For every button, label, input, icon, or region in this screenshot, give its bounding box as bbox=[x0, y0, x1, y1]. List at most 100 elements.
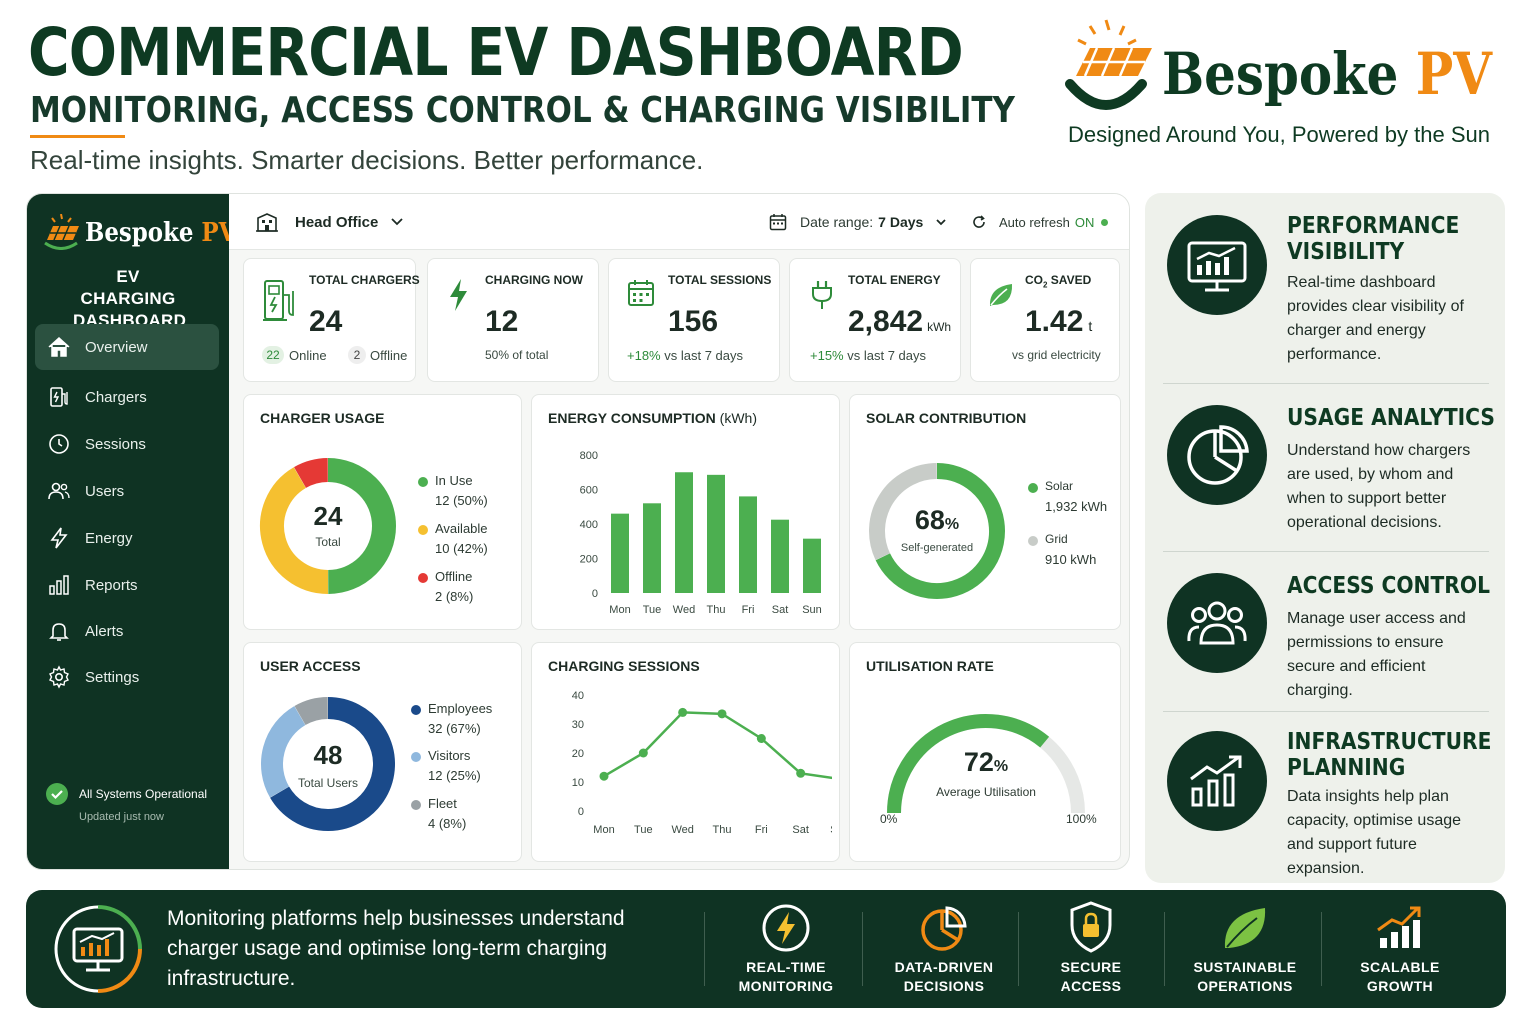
gauge-value: 72% bbox=[963, 747, 1009, 777]
kpi-total-chargers[interactable]: TOTAL CHARGERS 24 22 Online 2 Offline bbox=[243, 258, 420, 382]
sidebar-item-sessions[interactable]: Sessions bbox=[35, 421, 219, 467]
x-tick-label: Fri bbox=[742, 604, 755, 616]
monitor-chart-icon bbox=[1187, 241, 1247, 292]
sidebar-item-alerts[interactable]: Alerts bbox=[35, 608, 219, 654]
donut-center-value: 24 bbox=[313, 501, 343, 531]
feature-icon-bg bbox=[1167, 573, 1267, 673]
point-fri bbox=[756, 734, 766, 743]
x-tick-label: Fri bbox=[755, 824, 768, 836]
kpi-total-energy[interactable]: TOTAL ENERGY 2,842 kWh +15% vs last 7 day… bbox=[789, 258, 961, 382]
feature-icon-bg bbox=[1167, 215, 1267, 315]
card-title: CHARGER USAGE bbox=[260, 410, 385, 426]
point-sat bbox=[796, 768, 806, 778]
sidebar-item-reports[interactable]: Reports bbox=[35, 562, 219, 608]
sidebar-item-settings[interactable]: Settings bbox=[35, 654, 219, 700]
kpi-sub: vs last 7 days bbox=[847, 348, 927, 363]
chevron-down-icon bbox=[391, 218, 403, 226]
date-range-value: 7 Days bbox=[878, 214, 924, 230]
brand-logo: Bespoke PV Designed Around You, Powered … bbox=[1062, 18, 1502, 168]
legend-swatch bbox=[418, 477, 428, 487]
x-tick-label: Sun bbox=[830, 824, 832, 836]
kpi-value: 12 bbox=[485, 305, 519, 338]
legend-swatch bbox=[418, 525, 428, 535]
y-tick-label: 400 bbox=[580, 519, 598, 531]
page-header: COMMERCIAL EV DASHBOARD MONITORING, ACCE… bbox=[0, 0, 1536, 190]
kpi-label: TOTAL CHARGERS bbox=[309, 273, 420, 287]
charger-icon bbox=[263, 280, 294, 321]
sidebar-title: EV CHARGING DASHBOARD bbox=[73, 267, 187, 330]
x-tick-label: Thu bbox=[707, 604, 726, 616]
y-tick-label: 200 bbox=[580, 554, 598, 566]
kpi-charging-now[interactable]: CHARGING NOW 12 50% of total bbox=[427, 258, 599, 382]
status-text: All Systems Operational bbox=[79, 787, 208, 801]
usage-slice-available bbox=[260, 467, 329, 594]
divider bbox=[1163, 711, 1489, 712]
sidebar-item-energy[interactable]: Energy bbox=[35, 515, 219, 561]
charging-sessions-card: CHARGING SESSIONS 0 10 20 30 40 Mon Tue Wed Thu F… bbox=[531, 642, 840, 862]
auto-refresh-label: Auto refresh bbox=[999, 214, 1070, 230]
divider bbox=[1018, 912, 1019, 986]
point-tue bbox=[638, 748, 648, 758]
system-status: All Systems Operational Updated just now bbox=[45, 782, 207, 823]
auto-refresh-state: ON bbox=[1074, 214, 1095, 230]
x-tick-label: Sun bbox=[802, 604, 822, 616]
kpi-label: CO2 SAVED bbox=[1025, 273, 1092, 290]
legend-swatch bbox=[1028, 536, 1038, 546]
footer-item-data-driven-decisions: DATA-DRIVEN DECISIONS bbox=[876, 890, 1012, 1008]
sidebar-item-label: Energy bbox=[85, 529, 133, 547]
solar-slice-grid bbox=[869, 463, 938, 561]
clock-icon bbox=[49, 434, 69, 454]
kpi-label: TOTAL SESSIONS bbox=[668, 273, 772, 287]
sidebar-logo: Bespoke PV bbox=[43, 214, 236, 254]
user-access-card: USER ACCESS 48 Total Users Employees 32 (… bbox=[243, 642, 522, 862]
usage-slice-in-use bbox=[327, 457, 397, 594]
feature-body: Understand how chargers are used, by who… bbox=[1287, 442, 1471, 531]
gauge-fill bbox=[887, 714, 1050, 814]
legend-swatch bbox=[411, 800, 421, 810]
energy-bar-chart: 0 200 400 600 800 Mon Tue Wed Thu Fri Sat Sun bbox=[580, 450, 822, 616]
sidebar-brand-name: Bespoke PV bbox=[85, 218, 237, 248]
card-title: ENERGY CONSUMPTION (kWh) bbox=[548, 410, 757, 426]
date-range-selector[interactable]: Date range: 7 Days bbox=[769, 213, 947, 231]
online-label: Online bbox=[289, 348, 327, 363]
donut-center-label: Self-generated bbox=[900, 542, 974, 554]
site-name: Head Office bbox=[295, 213, 379, 231]
y-tick-label: 800 bbox=[580, 450, 598, 462]
users-group-icon bbox=[1187, 601, 1247, 645]
feature-title: USAGE ANALYTICS bbox=[1287, 405, 1495, 431]
solar-contribution-card: SOLAR CONTRIBUTION 68% Self-generated So… bbox=[849, 394, 1121, 630]
bar-wed bbox=[675, 472, 693, 593]
kpi-value: 156 bbox=[668, 305, 719, 338]
kpi-total-sessions[interactable]: TOTAL SESSIONS 156 +18% vs last 7 days bbox=[608, 258, 780, 382]
legend-swatch bbox=[418, 573, 428, 583]
feature-title: PERFORMANCE VISIBILITY bbox=[1287, 213, 1460, 265]
kpi-label: CHARGING NOW bbox=[485, 273, 583, 287]
footer-item-sustainable-operations: SUSTAINABLE OPERATIONS bbox=[1178, 890, 1312, 1008]
offline-label: Offline bbox=[370, 348, 408, 363]
sidebar-item-overview[interactable]: Overview bbox=[35, 324, 219, 370]
sidebar-item-label: Users bbox=[85, 482, 125, 500]
features-panel: PERFORMANCE VISIBILITY Real-time dashboa… bbox=[1145, 193, 1505, 883]
kpi-co2-saved[interactable]: CO2 SAVED 1.42 t vs grid electricity bbox=[970, 258, 1120, 382]
point-mon bbox=[599, 771, 609, 781]
chevron-down-icon bbox=[936, 219, 946, 226]
leaf-icon bbox=[989, 284, 1013, 306]
card-title: CHARGING SESSIONS bbox=[548, 658, 700, 674]
footer-item-secure-access: SECURE ACCESS bbox=[1036, 890, 1146, 1008]
feature-body: Manage user access and permissions to en… bbox=[1287, 610, 1466, 699]
page-subtitle: MONITORING, ACCESS CONTROL & CHARGING VI… bbox=[30, 90, 1015, 131]
point-thu bbox=[717, 709, 727, 719]
x-tick-label: Wed bbox=[673, 604, 695, 616]
growth-chart-icon bbox=[1190, 755, 1242, 807]
kpi-value: 24 bbox=[309, 305, 343, 338]
footer-item-real-time-monitoring: REAL-TIME MONITORING bbox=[726, 890, 846, 1008]
sidebar-item-chargers[interactable]: Chargers bbox=[35, 374, 219, 420]
bolt-icon bbox=[50, 527, 68, 549]
bolt-icon bbox=[450, 279, 467, 311]
sidebar-item-users[interactable]: Users bbox=[35, 468, 219, 514]
solar-slice-solar bbox=[875, 463, 1005, 599]
point-wed bbox=[678, 707, 688, 717]
auto-refresh-toggle[interactable]: Auto refresh ON bbox=[971, 214, 1109, 230]
donut-center-label: Total Users bbox=[297, 776, 359, 790]
site-selector[interactable]: Head Office bbox=[255, 211, 404, 233]
